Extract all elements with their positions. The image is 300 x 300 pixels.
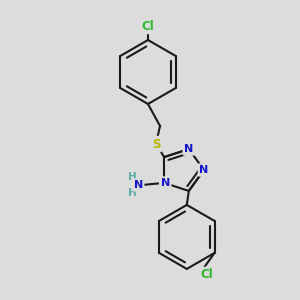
Text: N: N — [200, 165, 208, 175]
Text: Cl: Cl — [142, 20, 154, 32]
Text: H: H — [128, 188, 136, 198]
Text: N: N — [184, 144, 194, 154]
Text: S: S — [152, 137, 160, 151]
Text: N: N — [160, 178, 170, 188]
Text: N: N — [134, 180, 143, 190]
Text: Cl: Cl — [200, 268, 213, 281]
Text: H: H — [128, 172, 136, 182]
